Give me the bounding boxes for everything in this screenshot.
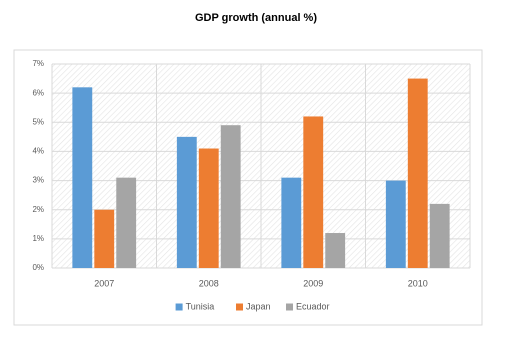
bar xyxy=(198,148,219,268)
y-tick-label: 4% xyxy=(32,147,44,156)
chart-title: GDP growth (annual %) xyxy=(195,12,317,24)
legend-label: Tunisia xyxy=(186,301,215,311)
y-tick-label: 5% xyxy=(32,117,44,126)
bar xyxy=(303,116,324,268)
bar xyxy=(176,136,197,268)
bar xyxy=(72,87,93,268)
legend-swatch xyxy=(286,303,293,311)
bar xyxy=(325,233,346,268)
bar xyxy=(429,203,450,268)
y-tick-label: 7% xyxy=(32,59,44,68)
bar xyxy=(116,177,137,268)
legend-swatch xyxy=(236,303,243,311)
bar xyxy=(281,177,302,268)
y-tick-label: 6% xyxy=(32,88,44,97)
legend-label: Ecuador xyxy=(296,301,330,311)
x-tick-label: 2007 xyxy=(94,278,114,288)
bar xyxy=(220,125,241,268)
y-tick-label: 0% xyxy=(32,263,44,272)
y-tick-label: 2% xyxy=(32,205,44,214)
bar xyxy=(94,209,115,268)
bar xyxy=(407,78,428,268)
x-tick-label: 2008 xyxy=(199,278,219,288)
bar xyxy=(385,180,406,268)
x-tick-label: 2010 xyxy=(408,278,428,288)
y-tick-label: 1% xyxy=(32,234,44,243)
x-tick-label: 2009 xyxy=(303,278,323,288)
legend-swatch xyxy=(175,303,183,311)
legend-label: Japan xyxy=(246,301,271,311)
y-tick-label: 3% xyxy=(32,176,44,185)
